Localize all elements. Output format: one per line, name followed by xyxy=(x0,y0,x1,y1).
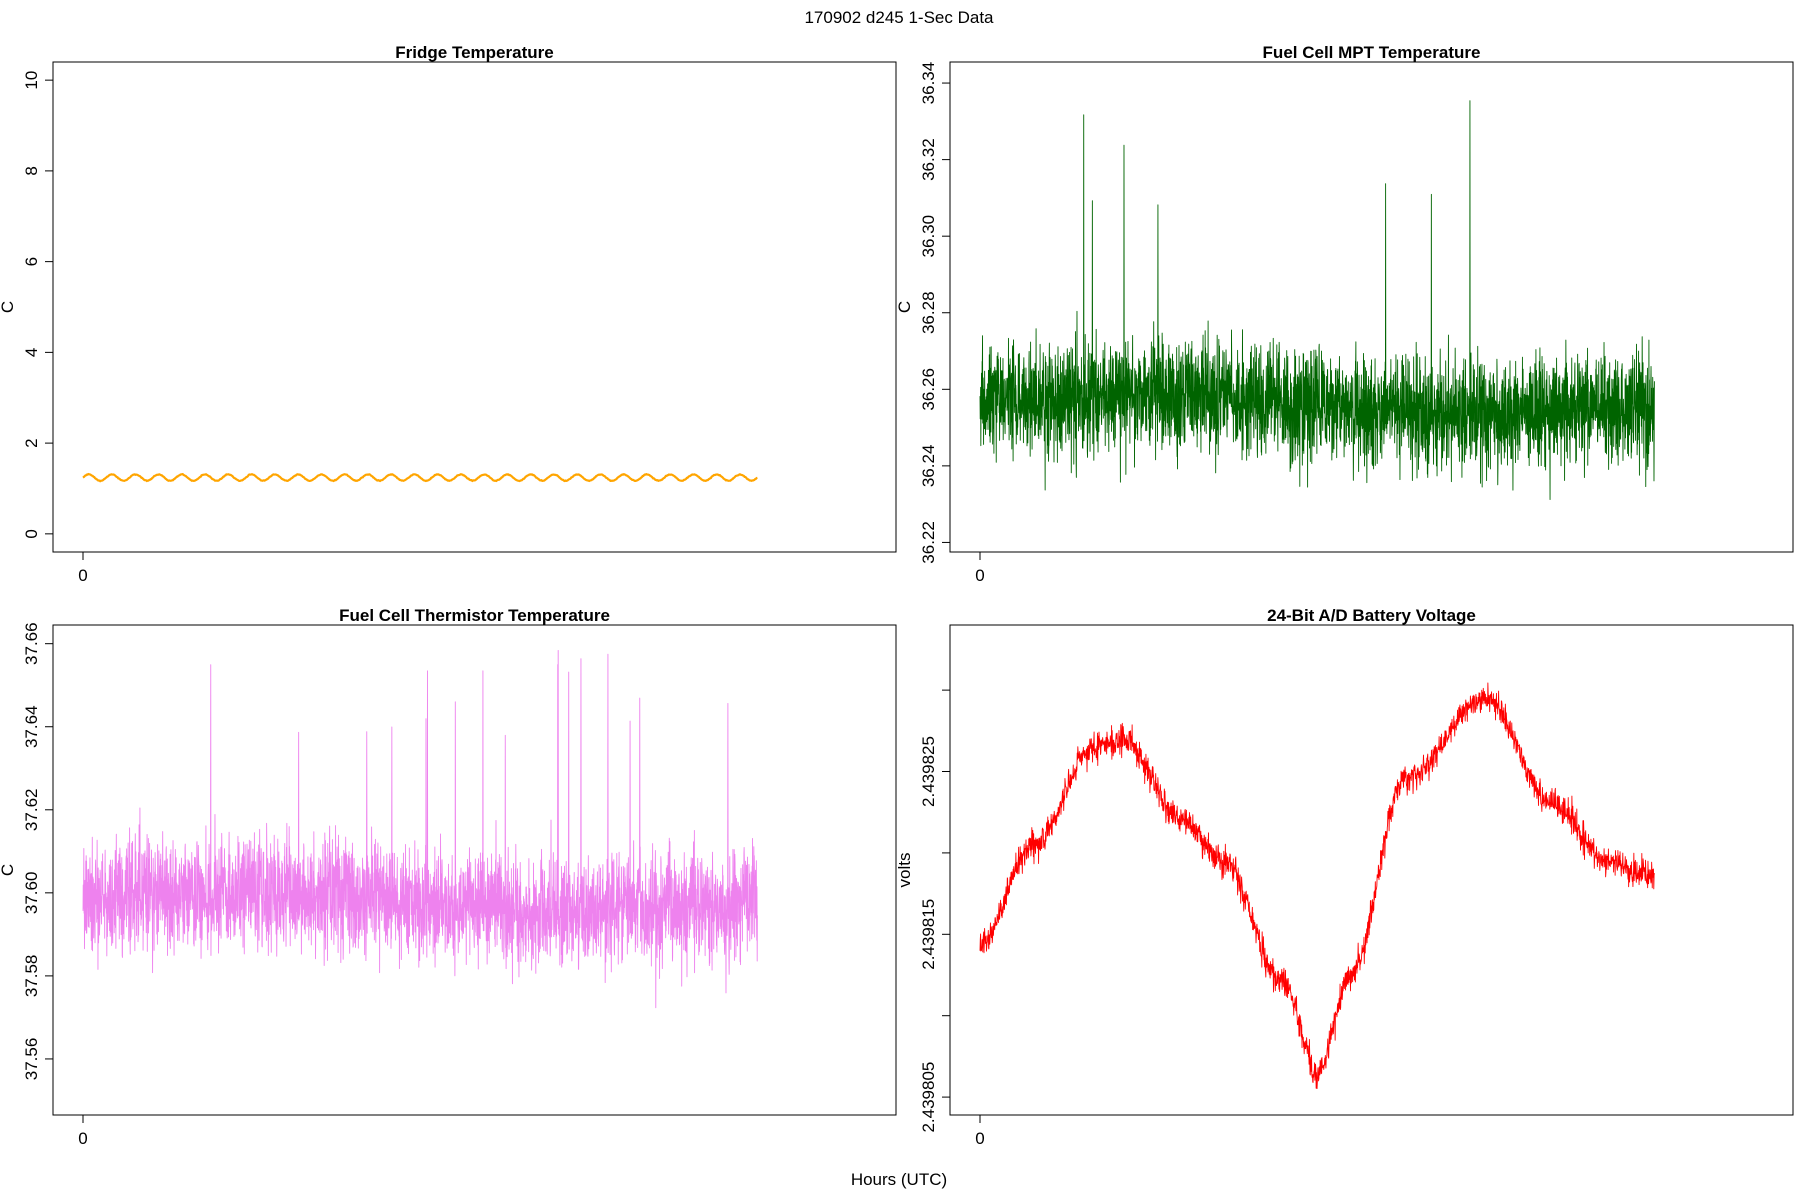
y-tick-label: 0 xyxy=(22,529,41,538)
x-tick-label: 0 xyxy=(975,566,984,585)
x-tick-label: 0 xyxy=(78,566,87,585)
y-tick-label: 37.58 xyxy=(22,955,41,998)
plot-frame xyxy=(52,624,897,1116)
y-tick-label: 36.24 xyxy=(919,445,938,488)
y-tick-label: 36.34 xyxy=(919,62,938,105)
x-axis-label: Hours (UTC) xyxy=(851,1170,947,1189)
data-series-line xyxy=(979,682,1655,1090)
y-tick-label: 37.60 xyxy=(22,872,41,915)
y-tick-label: 36.22 xyxy=(919,521,938,564)
figure-title: 170902 d245 1-Sec Data xyxy=(804,8,994,27)
y-tick-label: 8 xyxy=(22,166,41,175)
y-tick-label: 6 xyxy=(22,257,41,266)
fuel-cell-thermistor-temperature-panel: Fuel Cell Thermistor Temperature C 37.56 37… xyxy=(0,606,897,1148)
y-tick-label: 2 xyxy=(22,438,41,447)
x-tick-label: 0 xyxy=(78,1129,87,1148)
data-series-line xyxy=(82,649,758,1009)
y-axis-label: C xyxy=(0,301,17,313)
x-tick-label: 0 xyxy=(975,1129,984,1148)
data-series-line xyxy=(979,100,1655,500)
fuel-cell-mpt-temperature-panel: Fuel Cell MPT Temperature C 36.22 36.24 36.2… xyxy=(895,43,1794,585)
y-axis-label: C xyxy=(895,301,914,313)
y-tick-label: 36.32 xyxy=(919,138,938,181)
fridge-temperature-panel: Fridge Temperature C 0 2 4 6 8 10 0 xyxy=(0,43,897,585)
plot-frame xyxy=(949,624,1794,1116)
y-tick-label: 2.439815 xyxy=(919,899,938,970)
y-axis-label: volts xyxy=(895,853,914,888)
plot-frame xyxy=(52,61,897,553)
y-tick-label: 36.26 xyxy=(919,368,938,411)
y-axis-label: C xyxy=(0,864,17,876)
y-tick-label: 37.56 xyxy=(22,1038,41,1081)
data-series-line xyxy=(82,472,758,483)
y-tick-label: 36.28 xyxy=(919,291,938,334)
y-tick-label: 10 xyxy=(22,71,41,90)
panel-title: Fuel Cell MPT Temperature xyxy=(1263,43,1481,62)
y-tick-label: 37.64 xyxy=(22,705,41,748)
panel-title: Fuel Cell Thermistor Temperature xyxy=(339,606,610,625)
plot-frame xyxy=(949,61,1794,553)
battery-voltage-panel: 24-Bit A/D Battery Voltage volts 2.439805 2… xyxy=(895,606,1794,1148)
panel-title: 24-Bit A/D Battery Voltage xyxy=(1267,606,1476,625)
y-tick-label: 4 xyxy=(22,348,41,357)
panel-title: Fridge Temperature xyxy=(395,43,553,62)
y-tick-label: 37.62 xyxy=(22,789,41,832)
y-tick-label: 2.439825 xyxy=(919,736,938,807)
y-tick-label: 37.66 xyxy=(22,622,41,665)
y-tick-label: 2.439805 xyxy=(919,1062,938,1133)
y-tick-label: 36.30 xyxy=(919,215,938,258)
